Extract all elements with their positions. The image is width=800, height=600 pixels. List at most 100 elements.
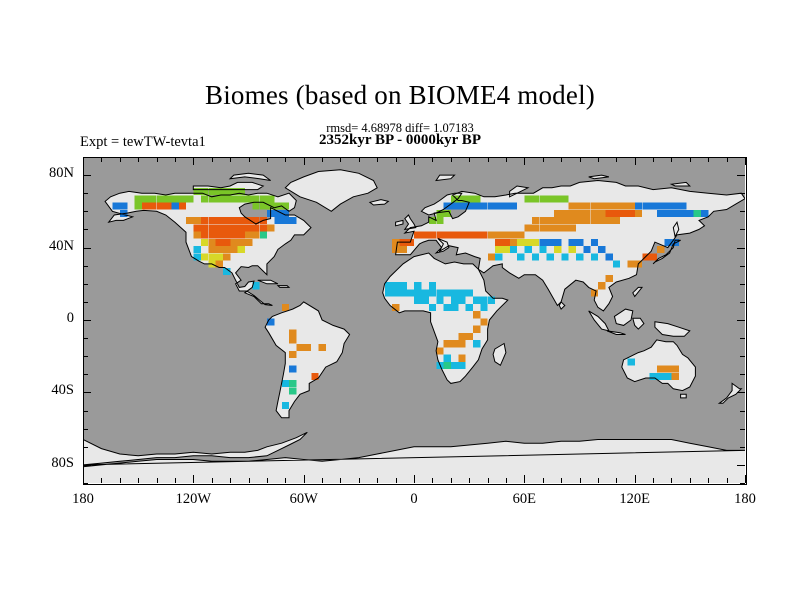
biome-cell bbox=[222, 253, 231, 261]
biome-cell bbox=[164, 202, 172, 210]
biome-cell bbox=[590, 202, 599, 210]
biome-cell bbox=[568, 209, 576, 217]
biome-cell bbox=[289, 380, 297, 388]
biome-cell bbox=[289, 217, 297, 225]
biome-cell bbox=[561, 217, 569, 225]
coastline-britain bbox=[403, 214, 417, 231]
biome-cell bbox=[553, 209, 562, 217]
biome-cell bbox=[281, 303, 290, 312]
biome-cell bbox=[605, 253, 613, 261]
biome-cell bbox=[392, 282, 400, 290]
tick-mark bbox=[83, 265, 88, 267]
biome-cell bbox=[664, 372, 672, 380]
coastline-borneo bbox=[613, 308, 634, 326]
map-plot-area bbox=[83, 157, 745, 483]
biome-cell bbox=[421, 289, 429, 297]
biome-cell bbox=[436, 231, 444, 239]
tick-mark bbox=[358, 478, 360, 483]
biome-cell bbox=[539, 195, 547, 203]
tick-mark bbox=[395, 478, 397, 483]
biome-cell bbox=[531, 217, 540, 225]
tick-mark bbox=[230, 157, 232, 162]
biome-cell bbox=[237, 224, 245, 232]
biome-cell bbox=[296, 343, 304, 351]
tick-mark bbox=[671, 478, 673, 483]
biome-cell bbox=[428, 282, 437, 290]
biome-cell bbox=[495, 231, 503, 239]
biome-cell bbox=[649, 202, 657, 210]
biome-cell bbox=[671, 372, 679, 380]
tick-mark bbox=[487, 157, 489, 162]
tick-mark bbox=[230, 478, 232, 483]
biome-cell bbox=[237, 238, 245, 246]
coastline-greenland bbox=[284, 169, 378, 212]
tick-mark bbox=[119, 478, 121, 483]
tick-mark bbox=[740, 301, 745, 303]
biome-cell bbox=[598, 217, 606, 225]
biome-cell bbox=[480, 231, 488, 239]
coastline-canada-arctic-1 bbox=[192, 181, 265, 191]
biome-cell bbox=[267, 224, 275, 232]
biome-cell bbox=[561, 209, 569, 217]
biome-cell bbox=[193, 188, 201, 196]
biome-cell bbox=[656, 246, 665, 254]
biome-cell bbox=[458, 332, 466, 341]
tick-mark bbox=[83, 338, 88, 340]
coastline-antarctica bbox=[83, 431, 745, 468]
biome-cell bbox=[252, 282, 260, 290]
y-tick-label: 40N bbox=[49, 237, 74, 254]
tick-mark bbox=[83, 247, 91, 249]
biome-cell bbox=[399, 289, 407, 297]
biome-cell bbox=[627, 209, 635, 217]
biome-cell bbox=[568, 224, 576, 232]
tick-mark bbox=[83, 157, 84, 165]
biome-cell bbox=[539, 217, 547, 225]
biome-cell bbox=[428, 217, 437, 225]
tick-mark bbox=[616, 157, 618, 162]
biome-cell bbox=[237, 188, 245, 196]
biome-cell bbox=[281, 217, 290, 225]
biome-cell bbox=[208, 217, 216, 225]
biome-cell bbox=[164, 195, 172, 203]
biome-cell bbox=[458, 361, 466, 370]
biome-cell bbox=[142, 202, 150, 210]
y-tick-label: 40S bbox=[51, 382, 74, 399]
biome-cell bbox=[230, 217, 238, 225]
biome-cell bbox=[693, 209, 702, 217]
time-period-annotation: 2352kyr BP - 0000kyr BP bbox=[319, 132, 481, 148]
x-tick-label: 60W bbox=[289, 491, 318, 507]
biome-cell bbox=[208, 195, 216, 203]
biome-cell bbox=[480, 296, 488, 304]
tick-mark bbox=[740, 374, 745, 376]
y-tick-label: 80S bbox=[51, 454, 74, 471]
biome-cell bbox=[576, 253, 584, 261]
biome-cell bbox=[686, 209, 694, 217]
biome-cell bbox=[561, 224, 569, 232]
biome-cell bbox=[612, 217, 621, 225]
tick-mark bbox=[505, 478, 507, 483]
biome-cell bbox=[134, 195, 143, 203]
tick-mark bbox=[83, 356, 88, 358]
biome-cell bbox=[642, 202, 650, 210]
biome-cell bbox=[487, 231, 496, 239]
tick-mark bbox=[174, 478, 176, 483]
biome-cell bbox=[568, 238, 576, 246]
biome-cell bbox=[200, 217, 209, 225]
biome-cell bbox=[215, 260, 223, 268]
tick-mark bbox=[745, 475, 746, 483]
biome-cell bbox=[531, 253, 540, 261]
biome-cell bbox=[502, 238, 510, 246]
biome-cell bbox=[267, 318, 275, 326]
tick-mark bbox=[83, 229, 88, 231]
biome-cell bbox=[428, 289, 437, 297]
tick-mark bbox=[740, 428, 745, 430]
biome-cell bbox=[208, 224, 216, 232]
coastline-eurasia bbox=[395, 179, 745, 312]
biome-cell bbox=[679, 202, 687, 210]
coastline-cuba bbox=[257, 279, 279, 285]
biome-cell bbox=[598, 209, 606, 217]
biome-cell bbox=[245, 195, 253, 203]
biome-cell bbox=[230, 195, 238, 203]
biome-cell bbox=[134, 202, 143, 210]
biome-cell bbox=[414, 282, 422, 290]
